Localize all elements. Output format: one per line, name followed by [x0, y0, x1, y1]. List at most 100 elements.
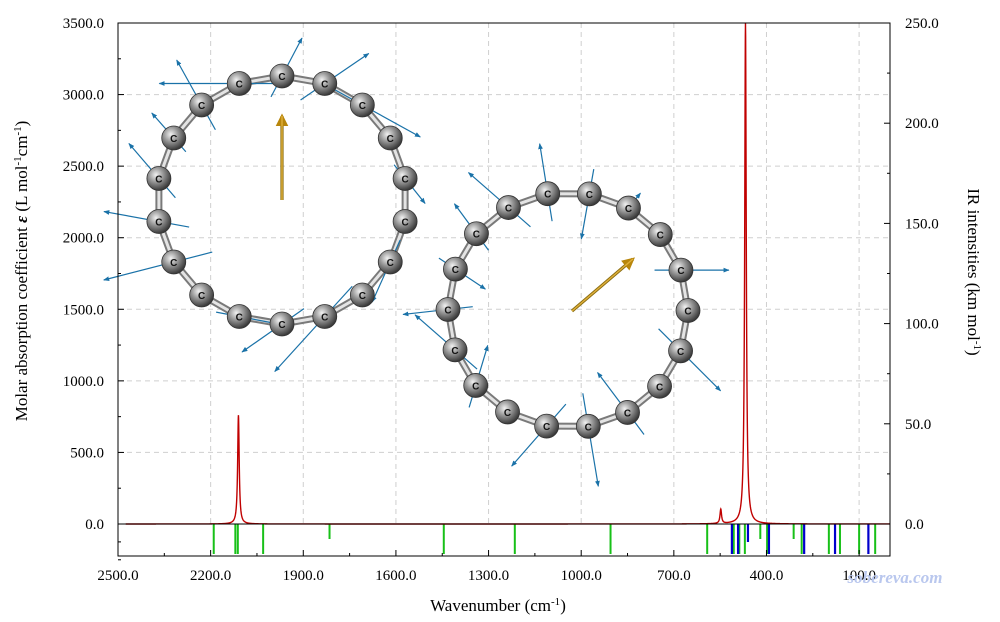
carbon-atom	[442, 337, 468, 363]
atom-label: C	[677, 266, 684, 277]
atom-label: C	[198, 101, 205, 112]
atom-label: C	[170, 134, 177, 145]
atom-label: C	[236, 313, 243, 324]
atom-label: C	[473, 230, 480, 241]
x-axis-title: Wavenumber (cm-1)	[430, 596, 566, 615]
atom-label: C	[624, 408, 631, 419]
atom-label: C	[359, 101, 366, 112]
atom-label: C	[278, 320, 285, 331]
carbon-atom	[575, 413, 601, 439]
atom-label: C	[684, 307, 691, 318]
atom-label: C	[401, 174, 408, 185]
atom-label: C	[544, 190, 551, 201]
carbon-atom	[495, 399, 520, 425]
atom-label: C	[170, 258, 177, 269]
y-left-tick-label: 1000.0	[63, 374, 104, 390]
atom-label: C	[387, 258, 394, 269]
atom-label: C	[155, 218, 162, 229]
y-left-tick-label: 3000.0	[63, 88, 104, 104]
x-tick-label: 2500.0	[97, 568, 138, 584]
carbon-atom	[668, 338, 693, 364]
carbon-atom	[464, 221, 489, 247]
atom-label: C	[321, 313, 328, 324]
carbon-atom	[576, 181, 602, 207]
carbon-atom	[161, 249, 187, 275]
y-axis-left-title: Molar absorption coefficient ε (L mol-1c…	[12, 121, 31, 422]
atom-label: C	[452, 265, 459, 276]
x-tick-label: 1000.0	[561, 568, 602, 584]
carbon-atom	[435, 297, 461, 322]
carbon-atom	[463, 373, 489, 398]
displacement-vector	[658, 328, 722, 392]
y-left-tick-label: 0.0	[85, 517, 104, 533]
carbon-atom	[189, 92, 215, 118]
atom-label: C	[236, 79, 243, 90]
carbon-atom	[146, 209, 172, 234]
displacement-vector	[103, 210, 190, 228]
carbon-atom	[146, 166, 172, 191]
atom-label: C	[359, 291, 366, 302]
y-left-tick-label: 3500.0	[63, 16, 104, 32]
carbon-atom	[349, 282, 375, 308]
carbon-atom	[647, 222, 673, 247]
left-molecule: C C C C C C C C C C C C C C C C C C	[103, 37, 426, 372]
axes: 2500.0 2200.0 1900.0 1600.0 1300.0 1000.0 700.…	[63, 16, 939, 584]
carbon-atom	[443, 256, 468, 282]
carbon-atom	[312, 71, 338, 96]
spectrum-line	[125, 22, 890, 525]
carbon-atom	[312, 304, 338, 329]
y-right-tick-label: 250.0	[905, 16, 939, 32]
atom-label: C	[586, 190, 593, 201]
atom-label: C	[278, 72, 285, 83]
broadened-spectrum	[125, 22, 890, 525]
atom-label: C	[656, 382, 663, 393]
atom-label: C	[585, 422, 592, 433]
atom-label: C	[451, 346, 458, 357]
carbon-atom	[534, 413, 560, 439]
atom-label: C	[657, 231, 664, 242]
plot-frame	[117, 22, 891, 557]
y-axis-right-title: IR intensities (km mol-1)	[964, 188, 983, 355]
x-tick-label: 100.0	[842, 568, 876, 584]
atom-label: C	[387, 134, 394, 145]
grid-lines	[118, 23, 890, 524]
y-right-tick-label: 200.0	[905, 116, 939, 132]
atom-label: C	[444, 305, 451, 316]
carbon-atom	[377, 249, 403, 275]
atom-label: C	[505, 204, 512, 215]
atom-label: C	[625, 204, 632, 215]
y-right-tick-label: 100.0	[905, 317, 939, 333]
carbon-atom	[189, 282, 215, 308]
y-left-tick-label: 1500.0	[63, 302, 104, 318]
carbon-atom	[615, 400, 640, 425]
carbon-atom	[535, 181, 561, 207]
displacement-vector	[274, 285, 353, 372]
x-tick-label: 2200.0	[190, 568, 231, 584]
y-right-tick-label: 50.0	[905, 417, 931, 433]
displacement-vector	[330, 86, 421, 138]
atom-label: C	[472, 381, 479, 392]
carbon-atom	[349, 92, 375, 118]
y-right-tick-label: 150.0	[905, 216, 939, 232]
watermark: sobereva.com	[847, 568, 943, 587]
carbon-atom	[269, 63, 295, 89]
carbon-atom	[616, 195, 641, 221]
displacement-vector	[582, 393, 600, 487]
y-left-tick-label: 500.0	[70, 445, 104, 461]
atom-label: C	[504, 408, 511, 419]
right-molecule: C C C C C C C C C C C C C C C C C C	[402, 143, 730, 487]
y-left-tick-label: 2000.0	[63, 231, 104, 247]
y-right-tick-label: 0.0	[905, 517, 924, 533]
x-tick-label: 1300.0	[468, 568, 509, 584]
carbon-atom	[647, 373, 672, 399]
dipole-moment-arrow-highlight	[571, 258, 634, 312]
carbon-atom	[392, 166, 418, 191]
atom-label: C	[198, 291, 205, 302]
y-left-tick-label: 2500.0	[63, 159, 104, 175]
atom-label: C	[677, 347, 684, 358]
molecule-illustrations: C C C C C C C C C C C C C C C C C C C C C C C C C C C C C C C C C C C C	[103, 37, 730, 487]
carbon-atom	[668, 257, 694, 283]
atom-label: C	[401, 218, 408, 229]
carbon-atom	[392, 209, 418, 234]
